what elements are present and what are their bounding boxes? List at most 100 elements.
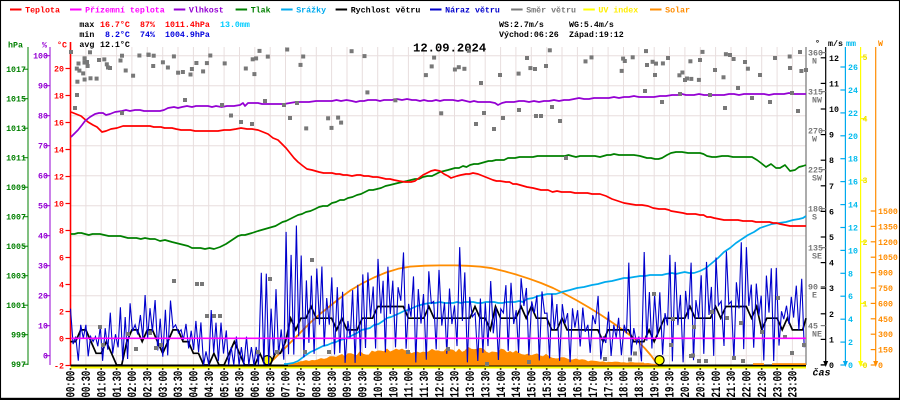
svg-text:24: 24 (848, 87, 858, 96)
svg-text:4: 4 (848, 316, 853, 325)
svg-text:07:30: 07:30 (296, 371, 310, 398)
svg-text:80: 80 (38, 113, 48, 122)
svg-text:Západ:19:12: Západ:19:12 (569, 30, 624, 40)
svg-text:8.2°C: 8.2°C (105, 31, 130, 40)
svg-text:8: 8 (848, 270, 853, 279)
svg-text:Vlhkost: Vlhkost (189, 5, 224, 15)
svg-text:14:00: 14:00 (496, 371, 510, 398)
svg-text:2: 2 (829, 311, 834, 320)
svg-text:45: 45 (808, 323, 818, 332)
svg-text:W: W (812, 136, 817, 145)
svg-text:10:30: 10:30 (388, 371, 402, 398)
svg-text:900: 900 (878, 270, 893, 279)
svg-text:04:30: 04:30 (204, 371, 218, 398)
svg-text:-2: -2 (54, 363, 64, 372)
svg-text:100: 100 (33, 53, 48, 62)
svg-text:15:30: 15:30 (542, 371, 556, 398)
svg-text:2: 2 (848, 339, 853, 348)
svg-text:26: 26 (848, 64, 858, 73)
svg-text:02:30: 02:30 (142, 371, 156, 398)
svg-text:30: 30 (38, 263, 48, 272)
svg-text:avg: avg (79, 41, 94, 50)
svg-text:UV index: UV index (598, 5, 638, 15)
svg-text:10: 10 (848, 247, 858, 256)
svg-text:WS:2.7m/s: WS:2.7m/s (499, 20, 544, 30)
svg-text:11: 11 (829, 80, 839, 89)
svg-text:1003: 1003 (6, 273, 26, 282)
svg-text:1007: 1007 (6, 214, 26, 223)
svg-text:16.7°C: 16.7°C (100, 21, 130, 30)
svg-text:SE: SE (812, 253, 822, 262)
svg-text:1350: 1350 (878, 223, 898, 232)
svg-text:22:30: 22:30 (757, 371, 771, 398)
svg-text:1004.9hPa: 1004.9hPa (165, 30, 210, 40)
svg-text:11:30: 11:30 (419, 371, 433, 398)
svg-text:Náraz větru: Náraz větru (445, 5, 500, 15)
svg-text:čas: čas (813, 368, 831, 380)
svg-text:16: 16 (54, 120, 64, 129)
svg-text:8: 8 (59, 228, 64, 237)
svg-text:10: 10 (54, 201, 64, 210)
svg-text:60: 60 (38, 173, 48, 182)
svg-text:19:00: 19:00 (649, 371, 663, 398)
svg-text:17:00: 17:00 (588, 371, 602, 398)
svg-text:18: 18 (848, 156, 858, 165)
svg-text:14: 14 (848, 202, 858, 211)
svg-text:11:00: 11:00 (403, 371, 417, 398)
svg-text:0: 0 (43, 353, 48, 362)
svg-text:min: min (79, 30, 94, 40)
svg-text:12.1°C: 12.1°C (100, 41, 130, 50)
svg-text:20: 20 (848, 133, 858, 142)
svg-text:Srážky: Srážky (296, 5, 326, 15)
svg-text:13:30: 13:30 (480, 371, 494, 398)
svg-text:12: 12 (829, 55, 839, 64)
svg-text:19:30: 19:30 (664, 371, 678, 398)
svg-text:4: 4 (863, 116, 868, 125)
svg-text:m/s: m/s (828, 39, 843, 49)
svg-text:74%: 74% (140, 31, 155, 40)
svg-text:%: % (42, 42, 47, 51)
svg-text:03:00: 03:00 (158, 371, 172, 398)
svg-text:70: 70 (38, 143, 48, 152)
svg-text:135: 135 (808, 245, 823, 254)
svg-text:4: 4 (829, 260, 834, 269)
svg-text:20: 20 (38, 293, 48, 302)
svg-text:06:00: 06:00 (250, 371, 264, 398)
svg-text:12:00: 12:00 (434, 371, 448, 398)
svg-text:°: ° (815, 40, 820, 49)
svg-text:1001: 1001 (6, 302, 26, 311)
svg-text:1015: 1015 (6, 96, 26, 105)
svg-text:315: 315 (808, 89, 823, 98)
svg-text:1200: 1200 (878, 239, 898, 248)
svg-text:360: 360 (808, 50, 823, 59)
svg-text:07:00: 07:00 (280, 371, 294, 398)
svg-text:10: 10 (38, 323, 48, 332)
svg-text:01:00: 01:00 (96, 371, 110, 398)
svg-text:03:30: 03:30 (173, 371, 187, 398)
svg-text:270: 270 (808, 128, 823, 137)
svg-text:1011: 1011 (6, 155, 26, 164)
svg-text:1: 1 (863, 300, 868, 309)
svg-text:W: W (878, 40, 883, 49)
svg-text:1005: 1005 (6, 243, 26, 252)
svg-text:0: 0 (829, 362, 834, 371)
svg-text:Teplota: Teplota (25, 5, 60, 15)
svg-text:SW: SW (812, 175, 822, 184)
svg-text:E: E (812, 292, 817, 301)
svg-text:0: 0 (878, 362, 883, 371)
svg-text:1500: 1500 (878, 208, 898, 217)
svg-text:14:30: 14:30 (511, 371, 525, 398)
svg-text:06:30: 06:30 (265, 371, 279, 398)
svg-text:02:00: 02:00 (127, 371, 141, 398)
svg-text:18:30: 18:30 (634, 371, 648, 398)
svg-text:max: max (79, 21, 94, 30)
svg-text:300: 300 (878, 331, 893, 340)
svg-text:10: 10 (829, 106, 839, 115)
svg-text:20: 20 (54, 66, 64, 75)
svg-text:00:00: 00:00 (65, 371, 79, 398)
svg-text:12.09.2024: 12.09.2024 (413, 42, 486, 56)
svg-text:12:30: 12:30 (449, 371, 463, 398)
svg-text:6: 6 (829, 208, 834, 217)
svg-text:18:00: 18:00 (618, 371, 632, 398)
svg-text:90: 90 (38, 83, 48, 92)
